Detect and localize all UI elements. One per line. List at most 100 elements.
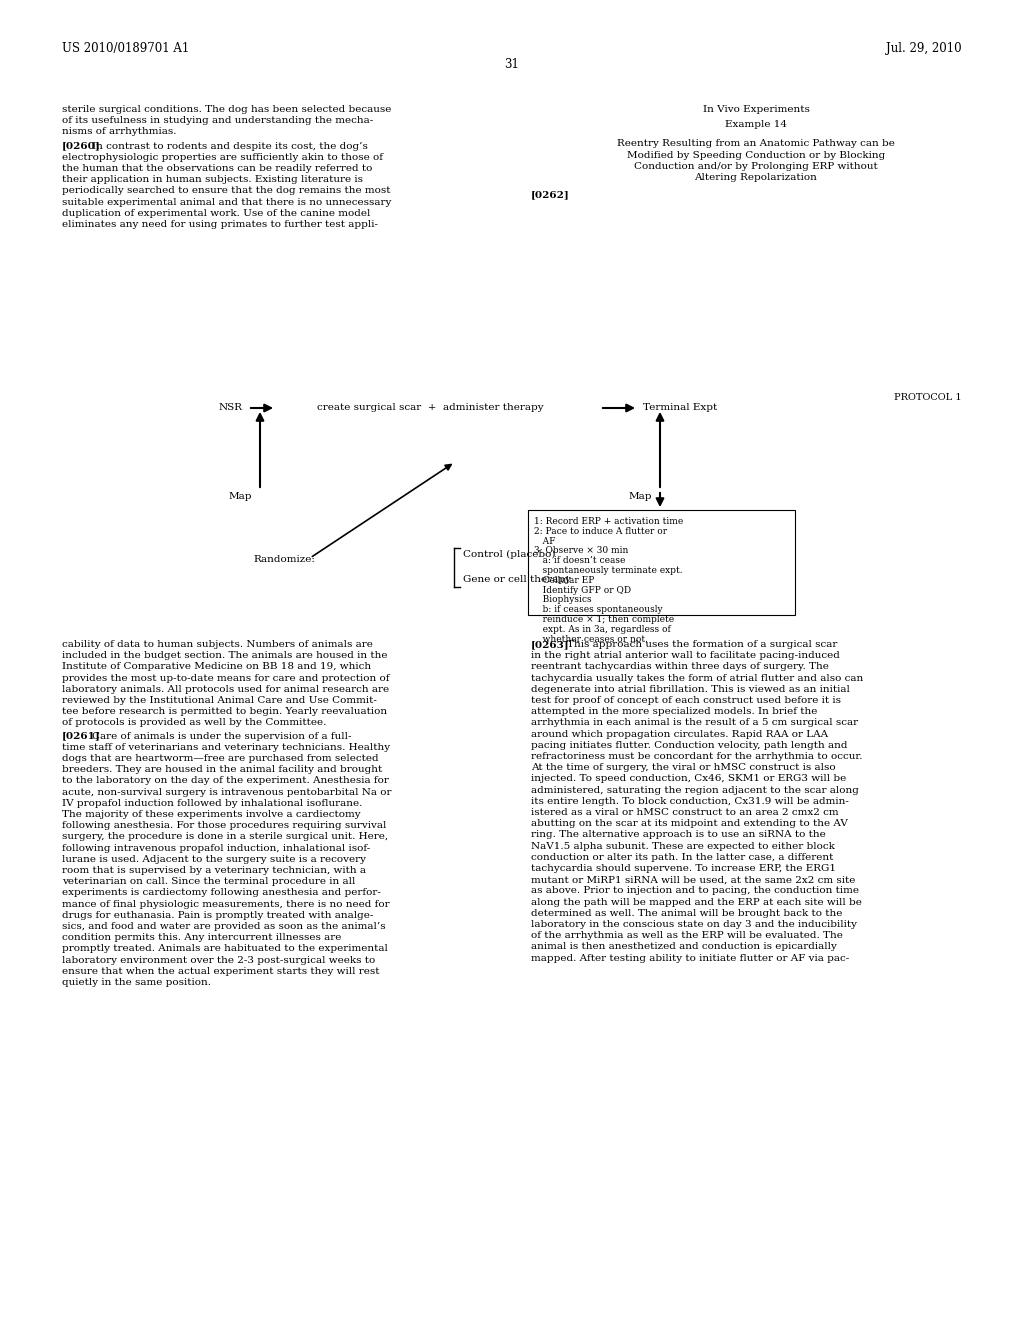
Text: Jul. 29, 2010: Jul. 29, 2010: [887, 42, 962, 55]
Text: abutting on the scar at its midpoint and extending to the AV: abutting on the scar at its midpoint and…: [531, 820, 848, 828]
Text: breeders. They are housed in the animal facility and brought: breeders. They are housed in the animal …: [62, 766, 382, 775]
Text: laboratory environment over the 2-3 post-surgical weeks to: laboratory environment over the 2-3 post…: [62, 956, 375, 965]
Text: of protocols is provided as well by the Committee.: of protocols is provided as well by the …: [62, 718, 327, 727]
Text: tachycardia usually takes the form of atrial flutter and also can: tachycardia usually takes the form of at…: [531, 673, 863, 682]
Text: laboratory animals. All protocols used for animal research are: laboratory animals. All protocols used f…: [62, 685, 389, 694]
Text: provides the most up-to-date means for care and protection of: provides the most up-to-date means for c…: [62, 673, 389, 682]
Text: NSR: NSR: [219, 404, 243, 412]
Text: This approach uses the formation of a surgical scar: This approach uses the formation of a su…: [567, 640, 838, 649]
Text: Randomize:: Randomize:: [253, 554, 315, 564]
Text: administered, saturating the region adjacent to the scar along: administered, saturating the region adja…: [531, 785, 859, 795]
Text: Altering Repolarization: Altering Repolarization: [694, 173, 817, 182]
Text: their application in human subjects. Existing literature is: their application in human subjects. Exi…: [62, 176, 362, 185]
Text: 1: Record ERP + activation time: 1: Record ERP + activation time: [534, 517, 683, 525]
Text: injected. To speed conduction, Cx46, SKM1 or ERG3 will be: injected. To speed conduction, Cx46, SKM…: [531, 775, 846, 783]
Text: refractoriness must be concordant for the arrhythmia to occur.: refractoriness must be concordant for th…: [531, 752, 862, 762]
Text: eliminates any need for using primates to further test appli-: eliminates any need for using primates t…: [62, 220, 378, 228]
Text: whether ceases or not.: whether ceases or not.: [534, 635, 648, 644]
Text: 3: Observe × 30 min: 3: Observe × 30 min: [534, 546, 629, 556]
Text: mance of final physiologic measurements, there is no need for: mance of final physiologic measurements,…: [62, 900, 389, 908]
Text: experiments is cardiectomy following anesthesia and perfor-: experiments is cardiectomy following ane…: [62, 888, 381, 898]
Text: NaV1.5 alpha subunit. These are expected to either block: NaV1.5 alpha subunit. These are expected…: [531, 842, 835, 850]
Text: 2: Pace to induce A flutter or: 2: Pace to induce A flutter or: [534, 527, 667, 536]
Text: Example 14: Example 14: [725, 120, 787, 129]
Text: reviewed by the Institutional Animal Care and Use Commit-: reviewed by the Institutional Animal Car…: [62, 696, 377, 705]
Text: expt. As in 3a, regardless of: expt. As in 3a, regardless of: [534, 624, 671, 634]
Text: of the arrhythmia as well as the ERP will be evaluated. The: of the arrhythmia as well as the ERP wil…: [531, 931, 843, 940]
Text: quietly in the same position.: quietly in the same position.: [62, 978, 211, 987]
Text: The majority of these experiments involve a cardiectomy: The majority of these experiments involv…: [62, 810, 360, 818]
Text: Care of animals is under the supervision of a full-: Care of animals is under the supervision…: [92, 731, 351, 741]
Text: Gene or cell therapy: Gene or cell therapy: [463, 576, 570, 583]
Text: AF: AF: [534, 537, 555, 545]
Text: 31: 31: [505, 58, 519, 71]
Text: Map: Map: [629, 492, 652, 502]
Text: along the path will be mapped and the ERP at each site will be: along the path will be mapped and the ER…: [531, 898, 862, 907]
Text: PROTOCOL 1: PROTOCOL 1: [894, 393, 962, 403]
Text: periodically searched to ensure that the dog remains the most: periodically searched to ensure that the…: [62, 186, 390, 195]
Text: Conduction and/or by Prolonging ERP without: Conduction and/or by Prolonging ERP with…: [634, 162, 878, 170]
Text: In Vivo Experiments: In Vivo Experiments: [702, 106, 809, 114]
Text: IV propafol induction followed by inhalational isoflurane.: IV propafol induction followed by inhala…: [62, 799, 362, 808]
Text: Reentry Resulting from an Anatomic Pathway can be: Reentry Resulting from an Anatomic Pathw…: [617, 140, 895, 148]
Text: istered as a viral or hMSC construct to an area 2 cmx2 cm: istered as a viral or hMSC construct to …: [531, 808, 839, 817]
Text: following anesthesia. For those procedures requiring survival: following anesthesia. For those procedur…: [62, 821, 386, 830]
Text: spontaneously terminate expt.: spontaneously terminate expt.: [534, 566, 683, 576]
Text: electrophysiologic properties are sufficiently akin to those of: electrophysiologic properties are suffic…: [62, 153, 383, 162]
Text: pacing initiates flutter. Conduction velocity, path length and: pacing initiates flutter. Conduction vel…: [531, 741, 848, 750]
Text: Biophysics: Biophysics: [534, 595, 592, 605]
Text: conduction or alter its path. In the latter case, a different: conduction or alter its path. In the lat…: [531, 853, 834, 862]
Text: Terminal Expt: Terminal Expt: [643, 404, 717, 412]
Text: following intravenous propafol induction, inhalational isof-: following intravenous propafol induction…: [62, 843, 371, 853]
Text: create surgical scar  +  administer therapy: create surgical scar + administer therap…: [316, 404, 544, 412]
Text: animal is then anesthetized and conduction is epicardially: animal is then anesthetized and conducti…: [531, 942, 837, 952]
Text: Institute of Comparative Medicine on BB 18 and 19, which: Institute of Comparative Medicine on BB …: [62, 663, 371, 672]
Bar: [528, 510, 795, 615]
Text: condition permits this. Any intercurrent illnesses are: condition permits this. Any intercurrent…: [62, 933, 341, 942]
Text: lurane is used. Adjacent to the surgery suite is a recovery: lurane is used. Adjacent to the surgery …: [62, 855, 366, 863]
Text: determined as well. The animal will be brought back to the: determined as well. The animal will be b…: [531, 908, 843, 917]
Text: ensure that when the actual experiment starts they will rest: ensure that when the actual experiment s…: [62, 966, 380, 975]
Text: US 2010/0189701 A1: US 2010/0189701 A1: [62, 42, 189, 55]
Text: Cellular EP: Cellular EP: [534, 576, 594, 585]
Text: test for proof of concept of each construct used before it is: test for proof of concept of each constr…: [531, 696, 841, 705]
Text: suitable experimental animal and that there is no unnecessary: suitable experimental animal and that th…: [62, 198, 391, 207]
Text: In contrast to rodents and despite its cost, the dog’s: In contrast to rodents and despite its c…: [92, 141, 368, 150]
Text: b: if ceases spontaneously: b: if ceases spontaneously: [534, 605, 663, 614]
Text: sterile surgical conditions. The dog has been selected because: sterile surgical conditions. The dog has…: [62, 106, 391, 114]
Text: time staff of veterinarians and veterinary technicians. Healthy: time staff of veterinarians and veterina…: [62, 743, 390, 752]
Text: duplication of experimental work. Use of the canine model: duplication of experimental work. Use of…: [62, 209, 371, 218]
Text: surgery, the procedure is done in a sterile surgical unit. Here,: surgery, the procedure is done in a ster…: [62, 833, 388, 841]
Text: Control (placebo): Control (placebo): [463, 550, 555, 560]
Text: the human that the observations can be readily referred to: the human that the observations can be r…: [62, 164, 373, 173]
Text: acute, non-survival surgery is intravenous pentobarbital Na or: acute, non-survival surgery is intraveno…: [62, 788, 391, 796]
Text: sics, and food and water are provided as soon as the animal’s: sics, and food and water are provided as…: [62, 921, 386, 931]
Text: included in the budget section. The animals are housed in the: included in the budget section. The anim…: [62, 651, 387, 660]
Text: laboratory in the conscious state on day 3 and the inducibility: laboratory in the conscious state on day…: [531, 920, 857, 929]
Text: dogs that are heartworm—free are purchased from selected: dogs that are heartworm—free are purchas…: [62, 754, 379, 763]
Text: Identify GFP or QD: Identify GFP or QD: [534, 586, 631, 594]
Text: mutant or MiRP1 siRNA will be used, at the same 2x2 cm site: mutant or MiRP1 siRNA will be used, at t…: [531, 875, 855, 884]
Text: nisms of arrhythmias.: nisms of arrhythmias.: [62, 128, 176, 136]
Text: a: if doesn’t cease: a: if doesn’t cease: [534, 556, 626, 565]
Text: arrhythmia in each animal is the result of a 5 cm surgical scar: arrhythmia in each animal is the result …: [531, 718, 858, 727]
Text: reinduce × 1; then complete: reinduce × 1; then complete: [534, 615, 674, 624]
Text: ring. The alternative approach is to use an siRNA to the: ring. The alternative approach is to use…: [531, 830, 825, 840]
Text: reentrant tachycardias within three days of surgery. The: reentrant tachycardias within three days…: [531, 663, 828, 672]
Text: of its usefulness in studying and understanding the mecha-: of its usefulness in studying and unders…: [62, 116, 374, 125]
Text: to the laboratory on the day of the experiment. Anesthesia for: to the laboratory on the day of the expe…: [62, 776, 389, 785]
Text: degenerate into atrial fibrillation. This is viewed as an initial: degenerate into atrial fibrillation. Thi…: [531, 685, 850, 694]
Text: room that is supervised by a veterinary technician, with a: room that is supervised by a veterinary …: [62, 866, 366, 875]
Text: mapped. After testing ability to initiate flutter or AF via pac-: mapped. After testing ability to initiat…: [531, 953, 849, 962]
Text: tee before research is permitted to begin. Yearly reevaluation: tee before research is permitted to begi…: [62, 708, 387, 717]
Text: Modified by Speeding Conduction or by Blocking: Modified by Speeding Conduction or by Bl…: [627, 150, 885, 160]
Text: around which propagation circulates. Rapid RAA or LAA: around which propagation circulates. Rap…: [531, 730, 828, 739]
Text: drugs for euthanasia. Pain is promptly treated with analge-: drugs for euthanasia. Pain is promptly t…: [62, 911, 374, 920]
Text: At the time of surgery, the viral or hMSC construct is also: At the time of surgery, the viral or hMS…: [531, 763, 836, 772]
Text: cability of data to human subjects. Numbers of animals are: cability of data to human subjects. Numb…: [62, 640, 373, 649]
Text: its entire length. To block conduction, Cx31.9 will be admin-: its entire length. To block conduction, …: [531, 797, 849, 805]
Text: attempted in the more specialized models. In brief the: attempted in the more specialized models…: [531, 708, 817, 717]
Text: as above. Prior to injection and to pacing, the conduction time: as above. Prior to injection and to paci…: [531, 887, 859, 895]
Text: Map: Map: [228, 492, 252, 502]
Text: [0262]: [0262]: [531, 190, 569, 199]
